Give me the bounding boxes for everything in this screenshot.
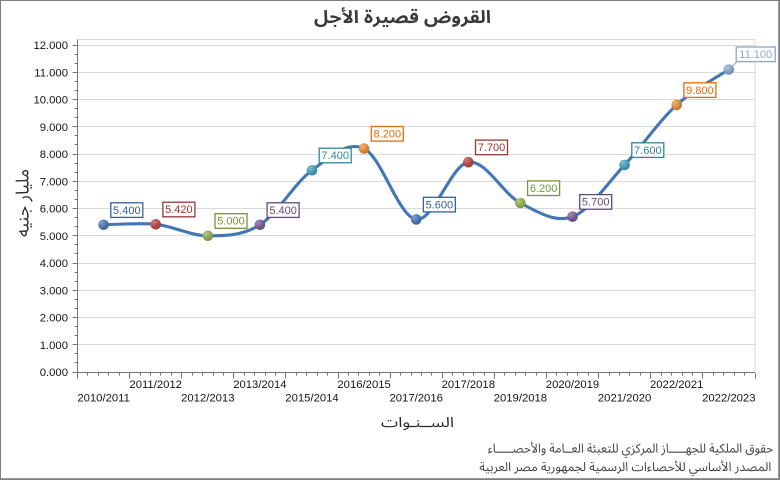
svg-text:8.000: 8.000 <box>40 149 68 161</box>
svg-text:9.800: 9.800 <box>686 85 714 97</box>
svg-text:12.000: 12.000 <box>33 40 68 52</box>
svg-text:5.700: 5.700 <box>582 197 610 209</box>
svg-text:2.000: 2.000 <box>40 313 68 325</box>
svg-text:2019/2018: 2019/2018 <box>494 393 547 405</box>
svg-text:7.600: 7.600 <box>634 145 662 157</box>
svg-text:2017/2018: 2017/2018 <box>442 379 495 391</box>
svg-text:2022/2023: 2022/2023 <box>702 393 755 405</box>
svg-text:5.420: 5.420 <box>165 204 193 216</box>
svg-text:10.000: 10.000 <box>33 95 68 107</box>
svg-text:5.000: 5.000 <box>40 231 68 243</box>
svg-text:1.000: 1.000 <box>40 340 68 352</box>
svg-text:2020/2019: 2020/2019 <box>546 379 599 391</box>
svg-text:2017/2016: 2017/2016 <box>389 393 442 405</box>
svg-text:7.700: 7.700 <box>478 142 506 154</box>
svg-text:6.200: 6.200 <box>530 183 558 195</box>
svg-text:5.000: 5.000 <box>217 216 245 228</box>
svg-text:5.400: 5.400 <box>113 205 141 217</box>
svg-text:0.000: 0.000 <box>40 367 68 379</box>
svg-text:2010/2011: 2010/2011 <box>77 393 130 405</box>
svg-text:2021/2020: 2021/2020 <box>598 393 651 405</box>
svg-text:2013/2014: 2013/2014 <box>233 379 286 391</box>
svg-text:8.200: 8.200 <box>374 129 402 141</box>
svg-text:6.000: 6.000 <box>40 204 68 216</box>
svg-text:5.600: 5.600 <box>426 199 454 211</box>
svg-text:9.000: 9.000 <box>40 122 68 134</box>
svg-text:2015/2014: 2015/2014 <box>285 393 338 405</box>
svg-text:11.100: 11.100 <box>739 49 772 61</box>
svg-text:2022/2021: 2022/2021 <box>650 379 703 391</box>
svg-text:7.400: 7.400 <box>321 150 349 162</box>
svg-text:2011/2012: 2011/2012 <box>129 379 182 391</box>
svg-text:3.000: 3.000 <box>40 285 68 297</box>
svg-text:11.000: 11.000 <box>34 67 68 79</box>
svg-text:2012/2013: 2012/2013 <box>181 393 234 405</box>
svg-text:7.000: 7.000 <box>40 176 68 188</box>
svg-text:2016/2015: 2016/2015 <box>337 379 390 391</box>
svg-text:4.000: 4.000 <box>40 258 68 270</box>
svg-text:5.400: 5.400 <box>269 205 297 217</box>
